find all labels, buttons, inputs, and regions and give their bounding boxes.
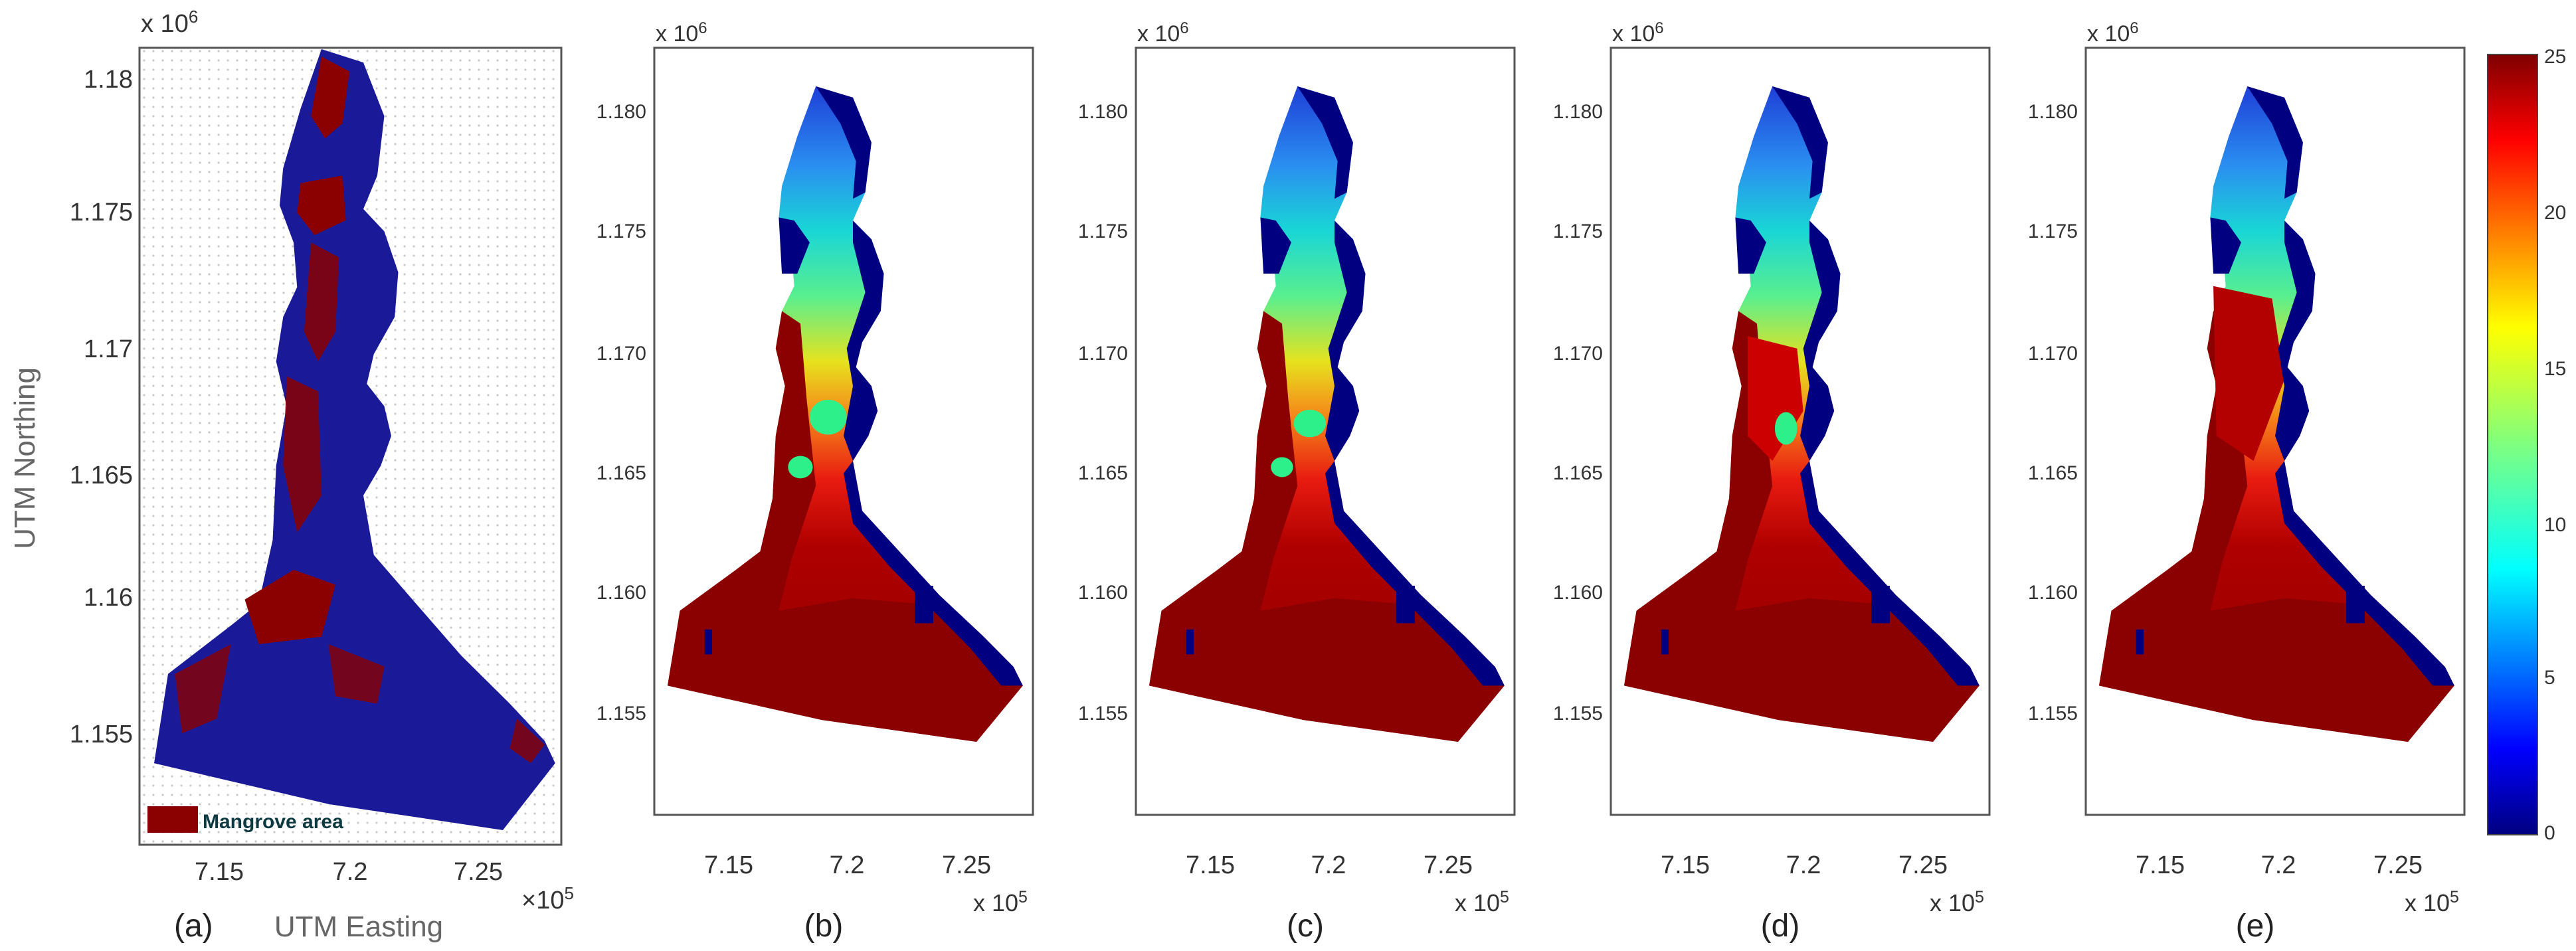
- y-tick: 1.165: [70, 462, 133, 489]
- y-tick: 1.175: [70, 199, 133, 226]
- y-tick: 1.170: [1078, 343, 1128, 365]
- x-tick: 7.25: [1898, 851, 1948, 879]
- panel-a-y-multiplier: x 106: [141, 7, 198, 38]
- panel-e-y-ticks: 1.180 1.175 1.170 1.165 1.160 1.155: [2028, 101, 2078, 725]
- panel-e: 1.180 1.175 1.170 1.165 1.160 1.155 x 10…: [2028, 19, 2466, 944]
- panel-e-label: (e): [2236, 908, 2275, 944]
- panel-b-y-multiplier: x 106: [656, 19, 707, 46]
- x-tick: 7.15: [2136, 851, 2185, 879]
- panel-e-map: [2099, 86, 2454, 742]
- colorbar: 25 20 15 10 5 0: [2487, 46, 2566, 844]
- y-tick: 1.175: [2028, 220, 2078, 242]
- y-tick: 1.155: [2028, 703, 2078, 725]
- panel-a-legend: Mangrove area: [147, 806, 343, 833]
- y-tick: 1.155: [1553, 703, 1603, 725]
- y-tick: 1.175: [597, 220, 646, 242]
- x-tick: 7.25: [1424, 851, 1473, 879]
- x-tick: 7.15: [1186, 851, 1235, 879]
- panel-d-x-ticks: 7.15 7.2 7.25: [1661, 851, 1948, 879]
- panel-d-x-multiplier: x 105: [1930, 888, 1984, 916]
- y-tick: 1.180: [2028, 101, 2078, 123]
- panel-c-map: [1149, 86, 1505, 742]
- y-tick: 1.16: [84, 584, 133, 612]
- legend-label: Mangrove area: [203, 811, 343, 833]
- y-tick: 1.160: [1078, 582, 1128, 604]
- y-tick: 1.160: [1553, 582, 1603, 604]
- panel-a-label: (a): [174, 908, 213, 944]
- x-tick: 7.25: [942, 851, 991, 879]
- panel-d-y-multiplier: x 106: [1612, 19, 1664, 46]
- y-tick: 1.160: [597, 582, 646, 604]
- panel-b-label: (b): [804, 908, 844, 944]
- x-tick: 7.2: [333, 858, 368, 886]
- colorbar-ticks: 25 20 15 10 5 0: [2544, 46, 2566, 844]
- x-tick: 7.25: [2373, 851, 2423, 879]
- panel-e-x-multiplier: x 105: [2405, 888, 2459, 916]
- panel-a-x-ticks: 7.15 7.2 7.25: [195, 858, 503, 886]
- panel-d-label: (d): [1761, 908, 1800, 944]
- y-tick: 1.165: [2028, 462, 2078, 484]
- y-tick: 1.160: [2028, 582, 2078, 604]
- colorbar-tick: 10: [2544, 514, 2566, 536]
- panel-d-y-ticks: 1.180 1.175 1.170 1.165 1.160 1.155: [1553, 101, 1603, 725]
- colorbar-tick: 25: [2544, 46, 2566, 68]
- y-tick: 1.170: [597, 343, 646, 365]
- panel-a-land: [154, 49, 555, 830]
- colorbar-gradient: [2487, 54, 2538, 835]
- y-tick: 1.175: [1078, 220, 1128, 242]
- panel-a-x-multiplier: ×105: [521, 883, 574, 914]
- x-tick: 7.15: [1661, 851, 1710, 879]
- colorbar-tick: 15: [2544, 358, 2566, 380]
- panel-b-x-ticks: 7.15 7.2 7.25: [704, 851, 991, 879]
- panel-a: Mangrove area 1.18 1.175 1.17 1.165 1.16…: [9, 7, 574, 944]
- panel-e-y-multiplier: x 106: [2087, 19, 2139, 46]
- panel-b-y-ticks: 1.180 1.175 1.170 1.165 1.160 1.155: [597, 101, 646, 725]
- panel-c-y-ticks: 1.180 1.175 1.170 1.165 1.160 1.155: [1078, 101, 1128, 725]
- panel-d-map: [1624, 86, 1979, 742]
- colorbar-tick: 0: [2544, 822, 2555, 844]
- colorbar-tick: 5: [2544, 667, 2555, 689]
- panel-d: 1.180 1.175 1.170 1.165 1.160 1.155 x 10…: [1553, 19, 1991, 944]
- panel-b-x-multiplier: x 105: [973, 888, 1028, 916]
- x-tick: 7.2: [1786, 851, 1821, 879]
- x-tick: 7.15: [195, 858, 244, 886]
- y-tick: 1.165: [597, 462, 646, 484]
- y-tick: 1.180: [1553, 101, 1603, 123]
- y-tick: 1.155: [1078, 703, 1128, 725]
- y-tick: 1.165: [1078, 462, 1128, 484]
- x-tick: 7.2: [830, 851, 865, 879]
- y-tick: 1.175: [1553, 220, 1603, 242]
- x-tick: 7.2: [1311, 851, 1346, 879]
- panel-a-x-axis-label: UTM Easting: [274, 910, 443, 943]
- panel-c: 1.180 1.175 1.170 1.165 1.160 1.155 x 10…: [1078, 19, 1516, 944]
- panel-c-y-multiplier: x 106: [1137, 19, 1189, 46]
- x-tick: 7.2: [2261, 851, 2296, 879]
- y-tick: 1.170: [2028, 343, 2078, 365]
- y-tick: 1.165: [1553, 462, 1603, 484]
- y-tick: 1.155: [597, 703, 646, 725]
- legend-swatch: [147, 806, 198, 833]
- y-tick: 1.180: [1078, 101, 1128, 123]
- panel-b-map: [668, 86, 1023, 742]
- y-tick: 1.180: [597, 101, 646, 123]
- y-tick: 1.155: [70, 721, 133, 748]
- panel-b: 1.180 1.175 1.170 1.165 1.160 1.155 x 10…: [597, 19, 1034, 944]
- x-tick: 7.15: [704, 851, 753, 879]
- panel-a-y-ticks: 1.18 1.175 1.17 1.165 1.16 1.155: [70, 66, 133, 748]
- panel-c-x-multiplier: x 105: [1455, 888, 1509, 916]
- x-tick: 7.25: [454, 858, 503, 886]
- y-tick: 1.17: [84, 335, 133, 363]
- panel-c-x-ticks: 7.15 7.2 7.25: [1186, 851, 1473, 879]
- colorbar-tick: 20: [2544, 202, 2566, 224]
- y-tick: 1.170: [1553, 343, 1603, 365]
- panel-e-x-ticks: 7.15 7.2 7.25: [2136, 851, 2423, 879]
- y-tick: 1.18: [84, 66, 133, 94]
- panel-a-y-axis-label: UTM Northing: [9, 367, 41, 549]
- panel-c-label: (c): [1287, 908, 1324, 944]
